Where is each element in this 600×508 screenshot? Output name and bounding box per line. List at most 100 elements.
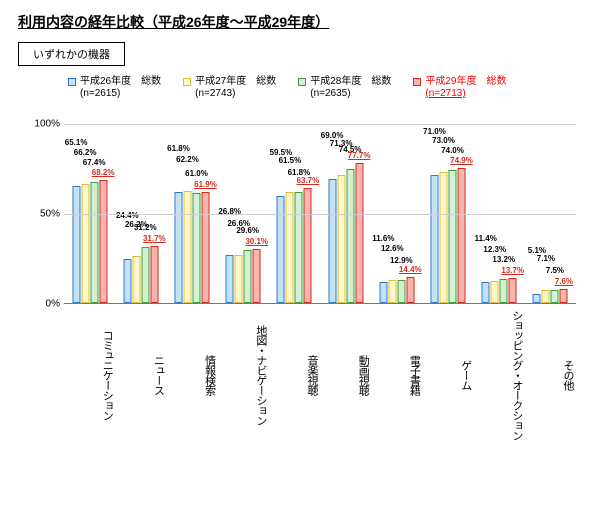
legend: 平成26年度 総数(n=2615) 平成27年度 総数(n=2743) 平成28年度… — [68, 76, 582, 100]
bar: 62.2% — [184, 191, 192, 303]
legend-marker — [298, 78, 306, 86]
bar-value-label: 63.7% — [297, 176, 320, 185]
bar-set: 69.0%71.3%74.5%77.7% — [328, 163, 363, 303]
bar-value-label: 24.4% — [116, 211, 139, 220]
bar-value-label: 68.2% — [92, 168, 115, 177]
bar-value-label: 13.2% — [492, 255, 515, 264]
category-axis: コミュニケーションニュース情報検索地図・ナビゲーション音楽視聴動画視聴電子書籍ゲ… — [64, 306, 576, 440]
bar: 12.3% — [491, 281, 499, 303]
bar-value-label: 61.5% — [279, 156, 302, 165]
bar: 69.0% — [328, 179, 336, 303]
page-title: 利用内容の経年比較（平成26年度～平成29年度） — [18, 12, 582, 32]
legend-item: 平成27年度 総数(n=2743) — [183, 76, 276, 100]
filter-box: いずれかの機器 — [18, 42, 125, 66]
bar: 74.5% — [346, 169, 354, 303]
bar-set: 59.5%61.5%61.8%63.7% — [277, 188, 312, 303]
bar-value-label: 77.7% — [348, 151, 371, 160]
plot-area: 65.1%66.2%67.4%68.2%24.4%26.2%31.2%31.7%… — [64, 124, 576, 304]
bar: 11.4% — [482, 282, 490, 303]
legend-marker — [68, 78, 76, 86]
bar: 13.2% — [500, 279, 508, 303]
bar-set: 26.8%26.6%29.6%30.1% — [226, 249, 261, 303]
bar: 67.4% — [90, 182, 98, 303]
legend-item: 平成29年度 総数(n=2713) — [413, 76, 506, 100]
bar: 12.9% — [397, 280, 405, 303]
y-tick-label: 0% — [24, 299, 60, 310]
bar-value-label: 7.6% — [555, 277, 573, 286]
bar-value-label: 12.6% — [381, 244, 404, 253]
y-tick-label: 50% — [24, 209, 60, 220]
bar: 66.2% — [81, 184, 89, 303]
bar-value-label: 73.0% — [432, 136, 455, 145]
bar: 13.7% — [509, 278, 517, 303]
bar-value-label: 14.4% — [399, 265, 422, 274]
bar-value-label: 7.1% — [537, 254, 555, 263]
bar: 71.0% — [431, 175, 439, 303]
bar-value-label: 11.6% — [372, 234, 394, 243]
bar: 11.6% — [379, 282, 387, 303]
bar-set: 65.1%66.2%67.4%68.2% — [72, 180, 107, 303]
bar: 26.8% — [226, 255, 234, 303]
bar-set: 71.0%73.0%74.0%74.9% — [431, 168, 466, 303]
bar-value-label: 30.1% — [245, 237, 268, 246]
bar-value-label: 62.2% — [176, 155, 199, 164]
legend-label: 平成26年度 総数(n=2615) — [80, 76, 161, 100]
bar-set: 11.6%12.6%12.9%14.4% — [379, 277, 414, 303]
bar-value-label: 61.8% — [167, 144, 190, 153]
category-label: ゲーム — [422, 306, 473, 440]
category-label: その他 — [525, 306, 576, 440]
bar-chart: 65.1%66.2%67.4%68.2%24.4%26.2%31.2%31.7%… — [64, 106, 576, 426]
legend-item: 平成26年度 総数(n=2615) — [68, 76, 161, 100]
bar-value-label: 65.1% — [65, 138, 88, 147]
bar: 29.6% — [244, 250, 252, 303]
bar-set: 5.1%7.1%7.5%7.6% — [533, 289, 568, 303]
bar: 68.2% — [99, 180, 107, 303]
bar-value-label: 61.0% — [185, 169, 208, 178]
bar: 61.9% — [202, 192, 210, 303]
bar-value-label: 67.4% — [83, 158, 106, 167]
bar-value-label: 31.7% — [143, 234, 166, 243]
bar: 73.0% — [440, 172, 448, 303]
bar-value-label: 61.9% — [194, 180, 217, 189]
bar: 63.7% — [304, 188, 312, 303]
bar: 7.5% — [551, 290, 559, 304]
legend-label: 平成27年度 総数(n=2743) — [195, 76, 276, 100]
bar: 7.1% — [542, 290, 550, 303]
bar-value-label: 12.3% — [483, 245, 506, 254]
bar-value-label: 74.9% — [450, 156, 473, 165]
bar-value-label: 74.0% — [441, 146, 464, 155]
bar-value-label: 66.2% — [74, 148, 97, 157]
bar: 65.1% — [72, 186, 80, 303]
bar: 61.8% — [175, 192, 183, 303]
bar-value-label: 31.2% — [134, 223, 157, 232]
bar-value-label: 11.4% — [475, 234, 497, 243]
bar: 26.6% — [235, 255, 243, 303]
bar: 59.5% — [277, 196, 285, 303]
bar: 24.4% — [123, 259, 131, 303]
bar: 5.1% — [533, 294, 541, 303]
bar: 77.7% — [355, 163, 363, 303]
category-label: コミュニケーション — [64, 306, 115, 440]
bar: 71.3% — [337, 175, 345, 303]
legend-label: 平成29年度 総数(n=2713) — [425, 76, 506, 100]
legend-marker — [413, 78, 421, 86]
category-label: 動画視聴 — [320, 306, 371, 440]
bar: 74.9% — [458, 168, 466, 303]
legend-item: 平成28年度 総数(n=2635) — [298, 76, 391, 100]
grid-line — [64, 124, 576, 125]
bar-set: 11.4%12.3%13.2%13.7% — [482, 278, 517, 303]
bar: 31.2% — [141, 247, 149, 303]
category-label: 地図・ナビゲーション — [218, 306, 269, 440]
bar: 61.0% — [193, 193, 201, 303]
bar-value-label: 7.5% — [546, 266, 564, 275]
category-label: ショッピング・オークション — [474, 306, 525, 440]
bar-value-label: 12.9% — [390, 256, 413, 265]
grid-line — [64, 214, 576, 215]
category-label: ニュース — [115, 306, 166, 440]
bar: 61.5% — [286, 192, 294, 303]
bar: 31.7% — [150, 246, 158, 303]
bar-set: 61.8%62.2%61.0%61.9% — [175, 191, 210, 303]
category-label: 音楽視聴 — [269, 306, 320, 440]
y-tick-label: 100% — [24, 119, 60, 130]
legend-label: 平成28年度 総数(n=2635) — [310, 76, 391, 100]
